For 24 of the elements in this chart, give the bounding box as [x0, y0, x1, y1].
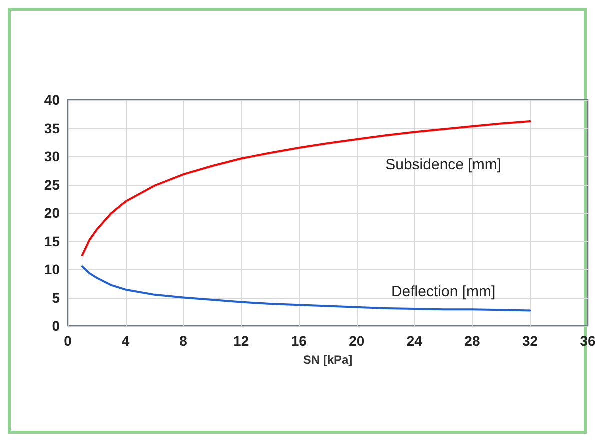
line-series: [81, 266, 532, 312]
y-tick-label: 35: [44, 120, 60, 136]
y-tick-label: 15: [44, 233, 60, 250]
x-tick-label: 32: [522, 333, 538, 349]
y-tick-label: 10: [44, 262, 60, 278]
line-series: [81, 120, 532, 256]
y-tick-label: 0: [52, 318, 60, 334]
series-label: Deflection [mm]: [391, 284, 496, 301]
y-tick-label: 30: [44, 148, 60, 164]
x-tick-label: 4: [122, 333, 130, 349]
x-tick-label: 24: [406, 333, 423, 349]
y-tick-label: 5: [52, 290, 60, 306]
x-tick-label: 12: [234, 333, 250, 349]
x-tick-label: 20: [349, 333, 365, 349]
x-tick-label: 16: [291, 333, 308, 349]
y-tick-label: 20: [44, 205, 60, 221]
x-axis-title: SN [kPa]: [303, 353, 353, 367]
x-tick-label: 28: [464, 333, 480, 349]
x-tick-label: 0: [64, 333, 72, 349]
y-tick-label: 40: [44, 92, 60, 108]
series-label: Subsidence [mm]: [386, 156, 502, 174]
y-tick-label: 25: [44, 176, 60, 193]
x-tick-label: 8: [180, 333, 188, 349]
x-tick-label: 36: [580, 333, 595, 349]
